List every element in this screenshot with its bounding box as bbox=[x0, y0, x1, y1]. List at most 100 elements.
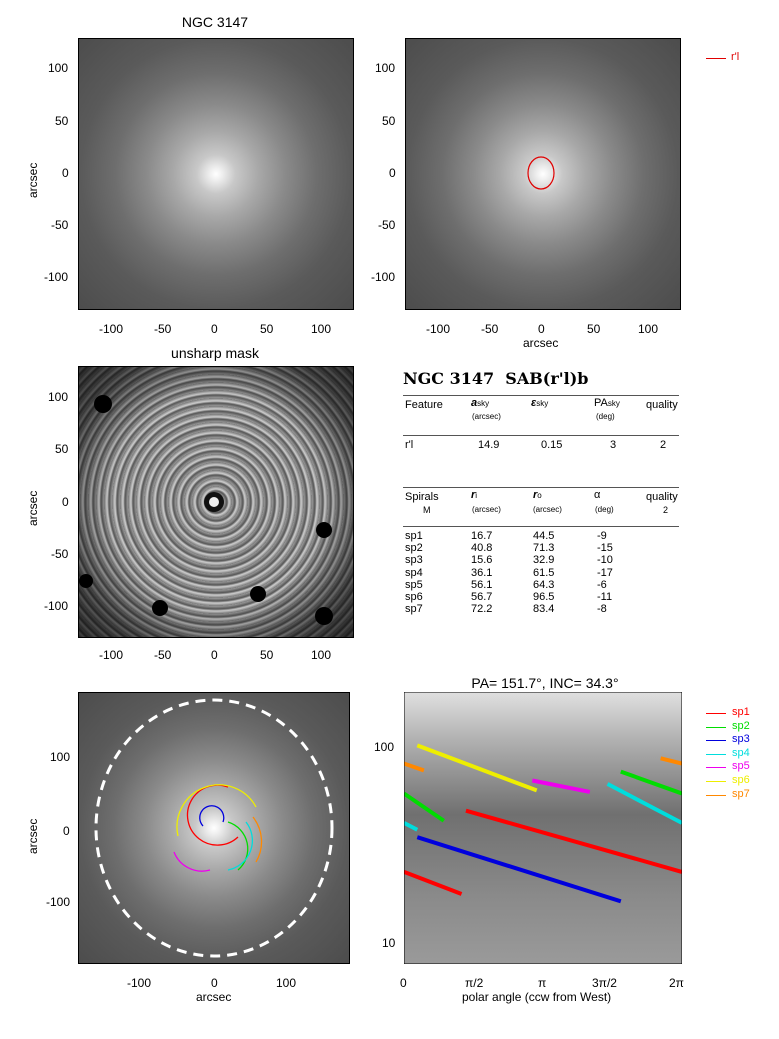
panel6-title: PA= 151.7°, INC= 34.3° bbox=[471, 675, 619, 691]
legend-label-sp6: sp6 bbox=[732, 774, 750, 786]
legend-line-sp4 bbox=[706, 753, 726, 755]
panel3-ytick: 50 bbox=[55, 442, 69, 456]
spiral-name-cell: sp6 bbox=[405, 591, 423, 603]
panel3-title: unsharp mask bbox=[171, 345, 259, 361]
series-line-sp3 bbox=[416, 835, 622, 904]
legend-line-sp7 bbox=[706, 794, 726, 796]
panel2-ytick: 0 bbox=[389, 166, 396, 180]
panel3-ytick: 0 bbox=[62, 495, 69, 509]
panel5-ytick: 0 bbox=[63, 824, 70, 838]
legend-label-sp7: sp7 bbox=[732, 787, 750, 800]
panel3-ytick: -100 bbox=[44, 599, 69, 613]
panel5-xtick: 100 bbox=[276, 976, 297, 990]
panel2-xtick: -100 bbox=[426, 322, 451, 336]
table-rule bbox=[403, 487, 679, 488]
legend-label-sp5: sp5 bbox=[732, 760, 750, 773]
spiral-ri-cell: 40.8 bbox=[471, 542, 493, 555]
unsharp-star bbox=[94, 395, 112, 413]
unsharp-star bbox=[316, 522, 332, 538]
panel1-frame bbox=[78, 38, 354, 310]
spiral-overlay-image bbox=[78, 692, 350, 964]
polar-plot bbox=[404, 692, 682, 964]
panel2-xtick: 50 bbox=[587, 322, 601, 336]
panel1-xtick: 100 bbox=[311, 322, 332, 336]
spiral-ro-cell: 44.5 bbox=[533, 530, 555, 542]
spiral-ri-cell: 16.7 bbox=[471, 530, 493, 542]
series-line-sp6 bbox=[416, 743, 538, 793]
spiral-ro-cell: 32.9 bbox=[533, 554, 555, 567]
panel5-ytick: 100 bbox=[50, 750, 71, 764]
spirals-header: Spirals bbox=[405, 491, 439, 503]
galaxy-image bbox=[78, 38, 354, 310]
m-header: M bbox=[423, 505, 431, 515]
feature-quality: 2 bbox=[660, 439, 667, 451]
table-rule bbox=[403, 526, 679, 527]
panel3-ytick: -50 bbox=[51, 547, 69, 561]
spiral-name-cell: sp4 bbox=[405, 566, 423, 579]
arc-sp6 bbox=[176, 784, 257, 837]
unsharp-mask-image bbox=[78, 366, 354, 638]
pa-unit: (deg) bbox=[596, 412, 615, 421]
pa-header: PAsky bbox=[594, 397, 620, 409]
table-rule bbox=[403, 395, 679, 396]
feature-pa: 3 bbox=[610, 439, 617, 451]
legend-line-sp2 bbox=[706, 726, 726, 728]
ring-ellipse bbox=[527, 156, 555, 190]
panel1-ytick: 0 bbox=[62, 166, 69, 180]
panel1-ytick: -100 bbox=[44, 270, 69, 284]
polar-xtick: 0 bbox=[400, 976, 407, 990]
panel1-ylabel: arcsec bbox=[26, 162, 40, 198]
panel3-ylabel: arcsec bbox=[26, 490, 40, 526]
spiral-overlay bbox=[94, 698, 334, 958]
panel3-xtick: -50 bbox=[154, 648, 172, 662]
panel3-xtick: 0 bbox=[211, 648, 218, 662]
panel1-xtick: -50 bbox=[154, 322, 172, 336]
alpha-header: α bbox=[594, 489, 601, 501]
polar-xtick: 2π bbox=[669, 976, 684, 990]
panel5-ylabel: arcsec bbox=[26, 818, 40, 854]
panel2-ytick: -100 bbox=[371, 270, 396, 284]
unsharp-star bbox=[79, 574, 93, 588]
panel1-title: NGC 3147 bbox=[181, 14, 249, 30]
spiral-name-cell: sp1 bbox=[405, 530, 423, 542]
spiral-ri-cell: 72.2 bbox=[471, 603, 493, 616]
panel3-xtick: -100 bbox=[99, 648, 124, 662]
panel2-xtick: 100 bbox=[638, 322, 659, 336]
galaxy-image-ellipse bbox=[405, 38, 681, 310]
outer-dashed-ellipse bbox=[94, 698, 334, 958]
spiral-name-cell: sp2 bbox=[405, 542, 423, 555]
panel2-ytick: -50 bbox=[378, 218, 396, 232]
polar-ytick: 100 bbox=[374, 740, 395, 754]
feature-header: Feature bbox=[405, 399, 443, 411]
ring-legend-label: r'l bbox=[731, 51, 740, 63]
spiral-alpha-cell: -11 bbox=[597, 591, 613, 603]
series-line-sp4 bbox=[606, 782, 682, 825]
arc-sp2 bbox=[227, 821, 249, 871]
table-rule bbox=[403, 435, 679, 436]
eps-header: εsky bbox=[531, 397, 549, 409]
panel1-xtick: 50 bbox=[260, 322, 274, 336]
panel5-xtick: 0 bbox=[211, 976, 218, 990]
spiral-alpha-cell: -17 bbox=[597, 566, 613, 579]
arc-sp4 bbox=[227, 821, 253, 871]
panel5-ytick: -100 bbox=[46, 895, 71, 909]
quality-header: quality bbox=[646, 399, 678, 411]
polar-xlabel: polar angle (ccw from West) bbox=[462, 990, 612, 1004]
panel3-xtick: 50 bbox=[260, 648, 274, 662]
spiral-ro-cell: 61.5 bbox=[533, 566, 555, 579]
spiral-alpha-cell: -9 bbox=[597, 530, 607, 542]
panel2-frame bbox=[405, 38, 681, 310]
series-line-sp5 bbox=[531, 778, 591, 794]
unsharp-star bbox=[315, 607, 333, 625]
ring-legend-line bbox=[706, 58, 726, 59]
spiral-quality-header: quality bbox=[646, 491, 678, 503]
panel1-ytick: -50 bbox=[51, 218, 69, 232]
feature-eps: 0.15 bbox=[541, 439, 563, 451]
arc-sp5 bbox=[173, 851, 211, 872]
series-line-sp4 bbox=[404, 821, 419, 832]
ro-unit: (arcsec) bbox=[533, 505, 562, 514]
panel1-ytick: 50 bbox=[55, 114, 69, 128]
panel5-xlabel: arcsec bbox=[196, 990, 232, 1004]
spiral-ro-cell: 96.5 bbox=[533, 591, 555, 603]
unsharp-star bbox=[250, 586, 266, 602]
